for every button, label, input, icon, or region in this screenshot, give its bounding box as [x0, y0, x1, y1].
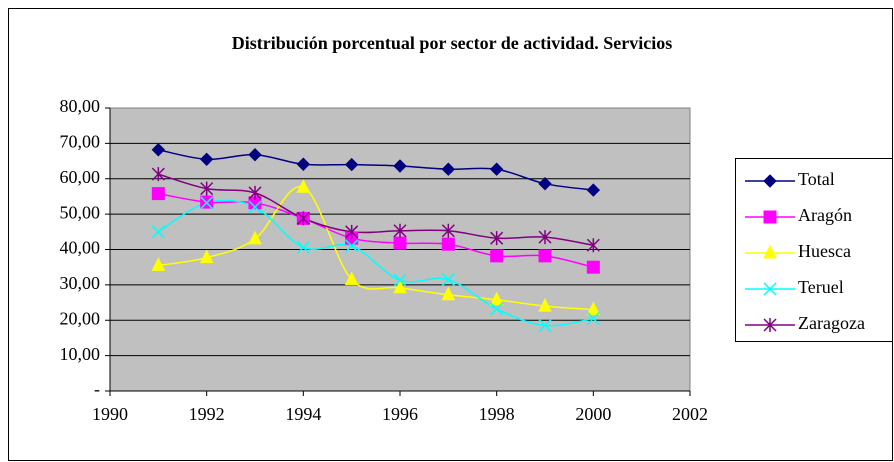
marker	[763, 210, 777, 224]
marker	[296, 211, 310, 226]
y-tick-label: 70,00	[60, 132, 101, 152]
marker	[345, 224, 359, 239]
marker	[538, 176, 552, 191]
y-tick-label: -	[94, 379, 100, 399]
marker	[490, 302, 504, 316]
marker	[393, 236, 407, 250]
marker	[248, 200, 262, 214]
marker	[763, 318, 777, 332]
legend-label: Zaragoza	[798, 313, 865, 333]
marker	[151, 167, 165, 182]
x-tick-label: 1994	[285, 404, 321, 424]
marker	[151, 187, 165, 201]
marker	[763, 282, 777, 296]
y-tick-label: 20,00	[60, 308, 101, 328]
marker	[441, 162, 456, 176]
legend-box	[735, 158, 893, 342]
series-line	[157, 199, 594, 327]
marker	[393, 223, 407, 238]
series-line	[158, 173, 594, 246]
y-tick-label: 30,00	[60, 273, 101, 293]
marker	[538, 249, 552, 263]
marker	[538, 230, 552, 245]
x-tick-label: 1998	[479, 404, 515, 424]
marker	[151, 225, 165, 239]
marker	[296, 179, 311, 193]
legend-label: Huesca	[798, 241, 851, 261]
y-tick-label: 60,00	[60, 167, 101, 187]
marker	[344, 271, 359, 286]
series-line	[158, 149, 594, 191]
marker	[538, 319, 552, 333]
x-tick-label: 1990	[92, 404, 128, 424]
legend-label: Aragón	[798, 205, 852, 225]
marker	[586, 260, 600, 274]
y-tick-label: 80,00	[60, 96, 101, 116]
y-tick-label: 50,00	[60, 202, 101, 222]
y-tick-label: 40,00	[60, 238, 101, 258]
legend-label: Teruel	[798, 277, 844, 297]
marker	[345, 239, 359, 253]
marker	[763, 244, 777, 259]
marker	[441, 273, 455, 287]
marker	[441, 223, 455, 238]
chart-title: Distribución porcentual por sector de ac…	[232, 33, 673, 53]
legend-label: Total	[798, 169, 835, 189]
marker	[393, 279, 407, 294]
marker	[200, 181, 214, 196]
marker	[489, 162, 504, 176]
marker	[763, 174, 777, 188]
marker	[490, 231, 504, 246]
marker	[344, 157, 359, 172]
marker	[296, 157, 311, 171]
marker	[248, 185, 262, 200]
x-tick-label: 1996	[382, 404, 418, 424]
marker	[199, 249, 214, 264]
marker	[586, 311, 600, 326]
series-line	[158, 192, 594, 268]
marker	[199, 152, 214, 167]
marker	[586, 238, 600, 253]
marker	[151, 143, 166, 157]
marker	[586, 301, 601, 316]
marker	[200, 196, 214, 210]
x-tick-label: 2000	[575, 404, 611, 424]
y-tick-label: 10,00	[60, 344, 101, 364]
marker	[489, 291, 504, 306]
marker	[393, 273, 407, 287]
x-tick-label: 2002	[672, 404, 708, 424]
marker	[296, 240, 310, 254]
marker	[538, 297, 552, 312]
marker	[586, 183, 601, 197]
marker	[393, 159, 407, 173]
marker	[248, 147, 262, 162]
x-tick-label: 1992	[189, 404, 225, 424]
series-line	[158, 185, 594, 311]
marker	[490, 249, 504, 263]
marker	[248, 230, 262, 245]
marker	[441, 286, 456, 301]
marker	[441, 237, 455, 251]
marker	[151, 257, 166, 271]
